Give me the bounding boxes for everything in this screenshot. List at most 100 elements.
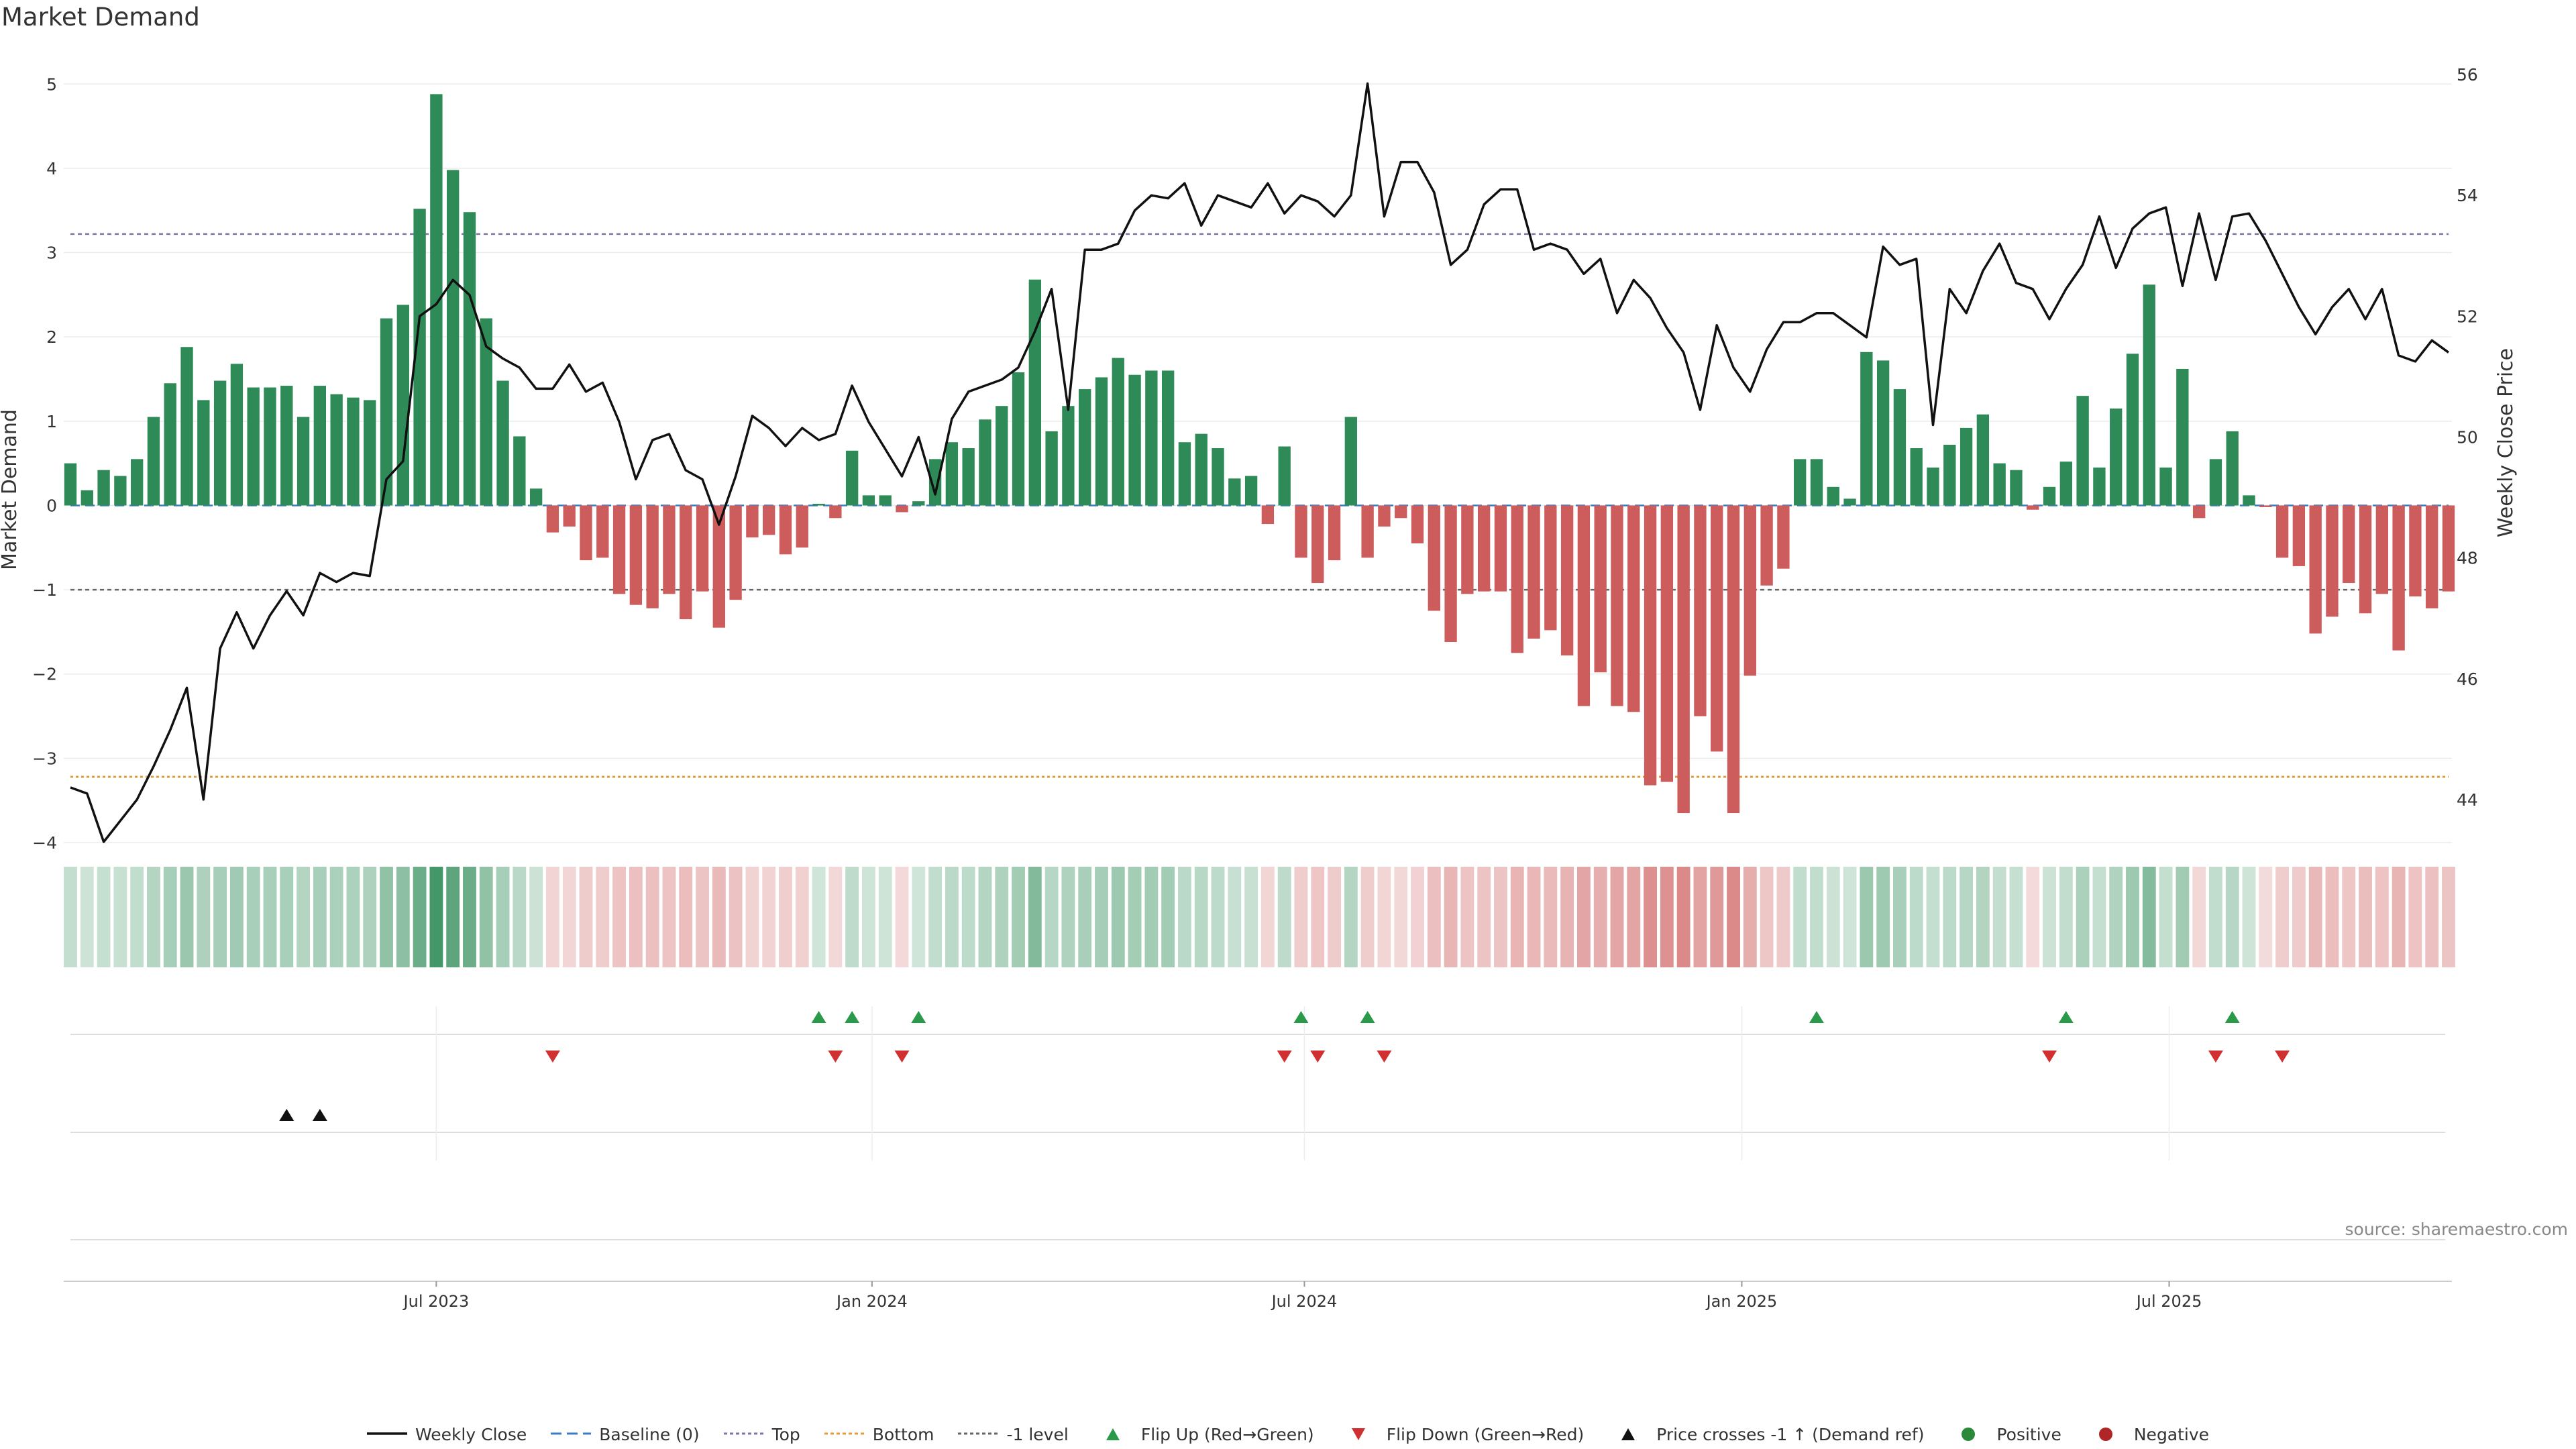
heat-cell <box>546 867 559 967</box>
heat-cell <box>1494 867 1507 967</box>
legend-item: Bottom <box>824 1425 934 1444</box>
heat-cell <box>2109 867 2123 967</box>
flip-down-marker <box>894 1051 910 1063</box>
demand-bar <box>928 459 942 506</box>
demand-bar <box>2027 505 2039 510</box>
heat-cell <box>1360 867 1375 967</box>
heat-cell <box>1976 867 1990 967</box>
demand-bar <box>779 505 792 555</box>
heat-cell <box>2092 867 2106 967</box>
demand-bar <box>1976 414 1990 506</box>
demand-bar <box>213 380 227 506</box>
demand-bar <box>1295 505 1307 558</box>
heat-cell <box>1211 867 1225 967</box>
demand-bar <box>1461 505 1474 594</box>
demand-bar <box>529 488 543 506</box>
heat-cell <box>2192 867 2206 967</box>
heat-cell <box>912 867 926 967</box>
heat-cell <box>2375 867 2389 967</box>
chart-title: Market Demand <box>1 3 200 32</box>
demand-bar <box>1511 505 1523 653</box>
demand-bar <box>347 397 360 506</box>
demand-bar <box>1943 445 1956 506</box>
y-tick-left: 2 <box>46 327 57 347</box>
heat-cell <box>313 867 327 967</box>
demand-bar <box>1045 431 1058 506</box>
y-tick-left: −2 <box>32 665 57 684</box>
heat-cell <box>1228 867 1242 967</box>
heat-cell <box>2408 867 2422 967</box>
heat-cell <box>596 867 610 967</box>
heat-cell <box>513 867 527 967</box>
flip-up-marker <box>811 1011 826 1023</box>
heat-cell <box>1444 867 1458 967</box>
demand-bar <box>313 386 327 506</box>
heat-cell <box>346 867 360 967</box>
heat-cell <box>1111 867 1125 967</box>
heat-cell <box>1527 867 1541 967</box>
heat-cell <box>1893 867 1907 967</box>
heat-cell <box>1427 867 1441 967</box>
demand-bar <box>1860 352 1873 506</box>
demand-bar <box>746 505 759 538</box>
heat-cell <box>895 867 909 967</box>
heat-cell <box>1992 867 2006 967</box>
demand-bar <box>1145 370 1158 506</box>
x-tick-label: Jul 2025 <box>2135 1292 2202 1311</box>
demand-bar <box>546 505 559 533</box>
heat-cell <box>762 867 776 967</box>
demand-bar <box>1777 505 1790 569</box>
heat-cell <box>1344 867 1358 967</box>
heat-cell <box>163 867 177 967</box>
demand-bar <box>2426 505 2438 608</box>
demand-bar <box>2209 459 2222 506</box>
demand-bar <box>1079 389 1091 506</box>
demand-bar <box>463 212 476 506</box>
demand-bar <box>2326 505 2339 617</box>
demand-bar <box>1161 370 1175 506</box>
demand-bar <box>80 490 93 506</box>
flip-down-marker <box>1377 1051 1392 1063</box>
flip-up-marker <box>1809 1011 1824 1023</box>
legend-item: Top <box>723 1425 800 1444</box>
demand-bar <box>447 170 460 506</box>
demand-bar <box>2143 284 2155 506</box>
heat-cell <box>2325 867 2339 967</box>
demand-bar <box>496 380 509 506</box>
heat-cell <box>2425 867 2439 967</box>
heat-cell <box>562 867 576 967</box>
heat-cell <box>147 867 160 967</box>
demand-bar <box>1910 448 1923 506</box>
legend-label: Flip Up (Red→Green) <box>1140 1424 1314 1444</box>
heat-cell <box>329 867 343 967</box>
y-axis-left: 5 4 3 2 1 0 −1 −2 −3 −4 <box>32 74 57 853</box>
demand-bar <box>2343 505 2355 584</box>
heat-cell <box>978 867 992 967</box>
legend-swatch <box>1621 1428 1635 1440</box>
heat-cell <box>1377 867 1391 967</box>
heat-cell <box>396 867 410 967</box>
demand-bar <box>763 505 775 535</box>
flip-down-marker <box>545 1051 560 1063</box>
demand-bar <box>2442 505 2455 592</box>
heat-cell <box>1128 867 1142 967</box>
heat-cell <box>1660 867 1674 967</box>
heat-cell <box>2142 867 2156 967</box>
legend-item: Positive <box>1948 1425 2061 1444</box>
y-tick-right: 48 <box>2457 549 2478 568</box>
heat-cell <box>1909 867 1923 967</box>
heat-cell <box>1144 867 1159 967</box>
price-cross-marker <box>312 1109 327 1121</box>
demand-bar <box>1062 406 1075 506</box>
demand-bar <box>380 318 393 506</box>
legend-label: Positive <box>1996 1424 2061 1444</box>
demand-bar <box>912 501 925 506</box>
heat-cell <box>2176 867 2190 967</box>
heat-cell <box>1693 867 1707 967</box>
heat-cell <box>2159 867 2173 967</box>
heat-cell <box>2342 867 2356 967</box>
heat-cell <box>446 867 460 967</box>
heat-cell <box>729 867 743 967</box>
legend-label: Bottom <box>872 1424 934 1444</box>
demand-bar <box>396 305 409 506</box>
